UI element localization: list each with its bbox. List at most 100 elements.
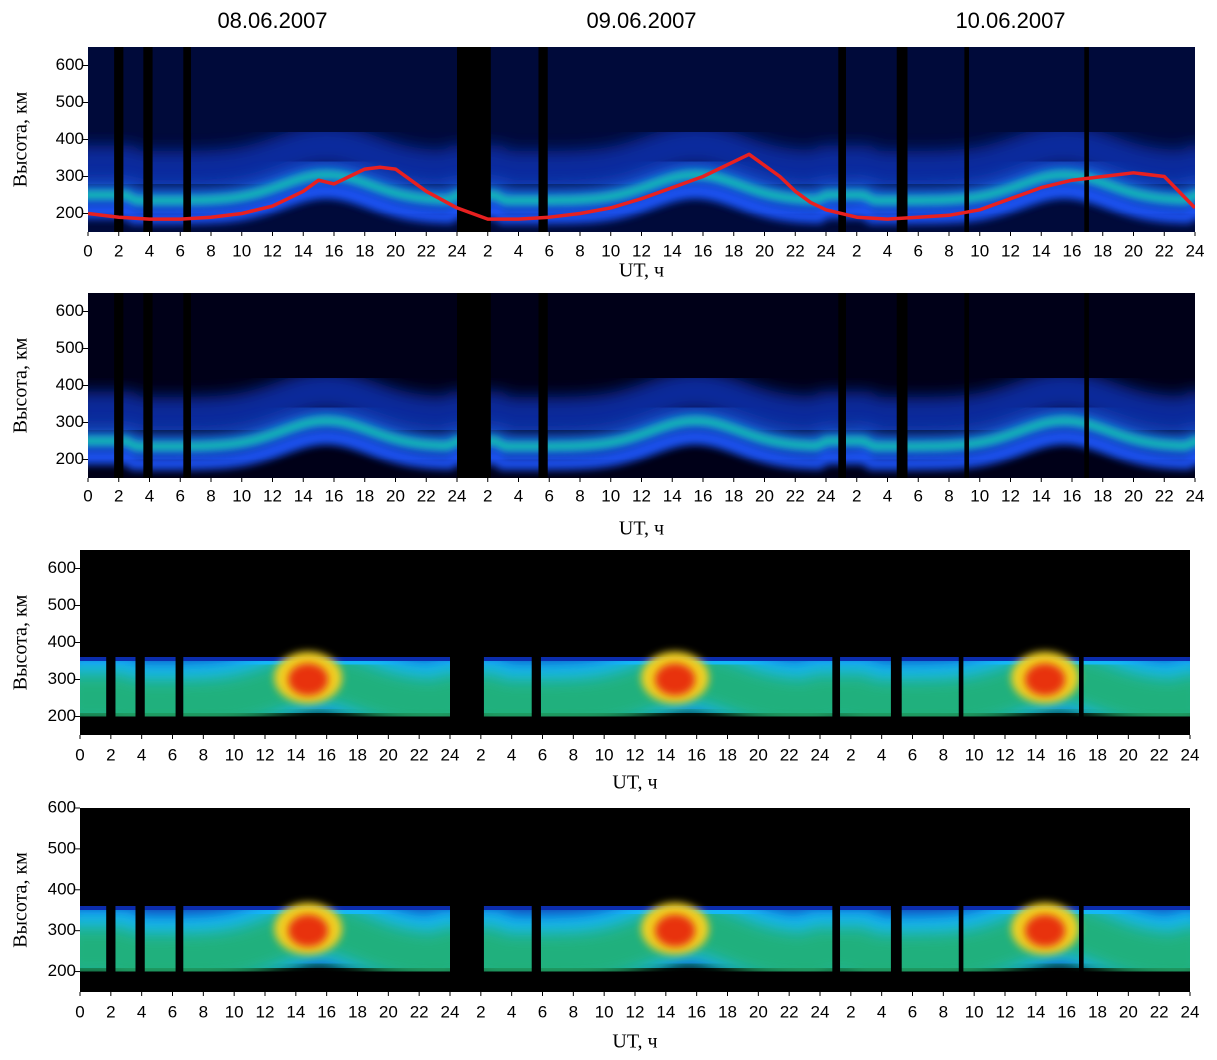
x-tick-label: 22 [1150, 745, 1169, 764]
x-tick-label: 14 [286, 745, 305, 764]
data-gap [896, 293, 908, 478]
data-gap [896, 47, 908, 232]
x-tick-label: 4 [877, 1002, 886, 1021]
x-tick-label: 16 [694, 241, 713, 260]
x-tick-label: 20 [386, 486, 405, 505]
x-tick-label: 6 [914, 486, 923, 505]
heatmap-peak [1025, 663, 1066, 696]
x-tick-label: 2 [483, 486, 492, 505]
x-tick-label: 8 [939, 1002, 948, 1021]
x-tick-label: 2 [114, 241, 123, 260]
x-tick-label: 10 [595, 1002, 614, 1021]
data-gap [114, 293, 124, 478]
x-tick-label: 20 [749, 1002, 768, 1021]
x-tick-label: 8 [944, 486, 953, 505]
data-gap [183, 47, 192, 232]
x-tick-label: 22 [1155, 241, 1174, 260]
x-tick-label: 6 [545, 486, 554, 505]
x-tick-label: 6 [545, 241, 554, 260]
x-tick-label: 20 [749, 745, 768, 764]
series-line [88, 152, 1195, 221]
x-tick-label: 20 [1119, 745, 1138, 764]
x-tick-label: 12 [1001, 241, 1020, 260]
data-gap [958, 550, 964, 735]
x-axis-label: UT, ч [619, 260, 664, 282]
x-tick-label: 8 [199, 745, 208, 764]
plot-area [88, 293, 1195, 478]
y-tick-label: 500 [56, 92, 84, 111]
y-tick-label: 600 [56, 301, 84, 320]
x-tick-label: 6 [914, 241, 923, 260]
x-tick-label: 12 [632, 486, 651, 505]
y-tick-label: 500 [56, 338, 84, 357]
data-gap [964, 47, 969, 232]
data-gap [143, 47, 153, 232]
x-tick-label: 0 [75, 1002, 84, 1021]
x-tick-label: 22 [1155, 486, 1174, 505]
x-tick-label: 24 [817, 241, 836, 260]
y-axis-label: Высота, км [10, 91, 32, 187]
x-tick-label: 16 [325, 241, 344, 260]
x-tick-label: 12 [1001, 486, 1020, 505]
day-title: 09.06.2007 [586, 8, 696, 33]
data-gap [457, 293, 491, 478]
data-gap [964, 293, 969, 478]
x-tick-label: 0 [75, 745, 84, 764]
x-tick-label: 16 [1063, 486, 1082, 505]
x-tick-label: 12 [263, 486, 282, 505]
x-tick-label: 10 [970, 241, 989, 260]
x-tick-label: 8 [206, 241, 215, 260]
x-tick-label: 22 [410, 1002, 429, 1021]
x-tick-label: 24 [1186, 486, 1205, 505]
x-tick-label: 18 [724, 486, 743, 505]
data-gap [106, 550, 116, 735]
x-tick-label: 8 [206, 486, 215, 505]
x-tick-label: 4 [137, 745, 146, 764]
data-gap [175, 808, 184, 992]
heatmap-gap [80, 808, 1190, 825]
x-tick-label: 14 [656, 745, 675, 764]
x-tick-label: 2 [846, 745, 855, 764]
data-gap [450, 550, 484, 735]
x-tick-label: 16 [1063, 241, 1082, 260]
data-gap [538, 47, 548, 232]
x-tick-label: 20 [379, 745, 398, 764]
plot-area [88, 47, 1195, 232]
x-tick-label: 6 [176, 241, 185, 260]
x-tick-label: 8 [569, 1002, 578, 1021]
x-tick-label: 12 [996, 1002, 1015, 1021]
x-tick-label: 20 [755, 486, 774, 505]
x-tick-label: 12 [256, 745, 275, 764]
x-tick-label: 12 [626, 745, 645, 764]
x-tick-label: 22 [786, 486, 805, 505]
day-title: 08.06.2007 [217, 8, 327, 33]
data-gap [135, 550, 145, 735]
x-tick-label: 4 [514, 241, 523, 260]
x-tick-label: 2 [852, 486, 861, 505]
x-tick-label: 8 [575, 241, 584, 260]
x-tick-label: 4 [883, 241, 892, 260]
x-tick-label: 2 [106, 745, 115, 764]
x-tick-label: 4 [507, 1002, 516, 1021]
data-gap [106, 808, 116, 992]
plot-area [80, 550, 1190, 735]
x-tick-label: 14 [294, 241, 313, 260]
x-tick-label: 6 [908, 1002, 917, 1021]
x-tick-label: 14 [1032, 241, 1051, 260]
x-tick-label: 8 [939, 745, 948, 764]
x-tick-label: 4 [883, 486, 892, 505]
x-axis-label: UT, ч [612, 1031, 657, 1053]
x-tick-label: 20 [386, 241, 405, 260]
data-gap [832, 808, 841, 992]
x-tick-label: 22 [410, 745, 429, 764]
x-tick-label: 8 [575, 486, 584, 505]
heatmap-layer [88, 170, 1195, 205]
x-tick-label: 2 [114, 486, 123, 505]
x-tick-label: 14 [663, 486, 682, 505]
x-tick-label: 16 [694, 486, 713, 505]
data-gap [538, 293, 548, 478]
data-gap [890, 550, 902, 735]
x-tick-label: 22 [1150, 1002, 1169, 1021]
